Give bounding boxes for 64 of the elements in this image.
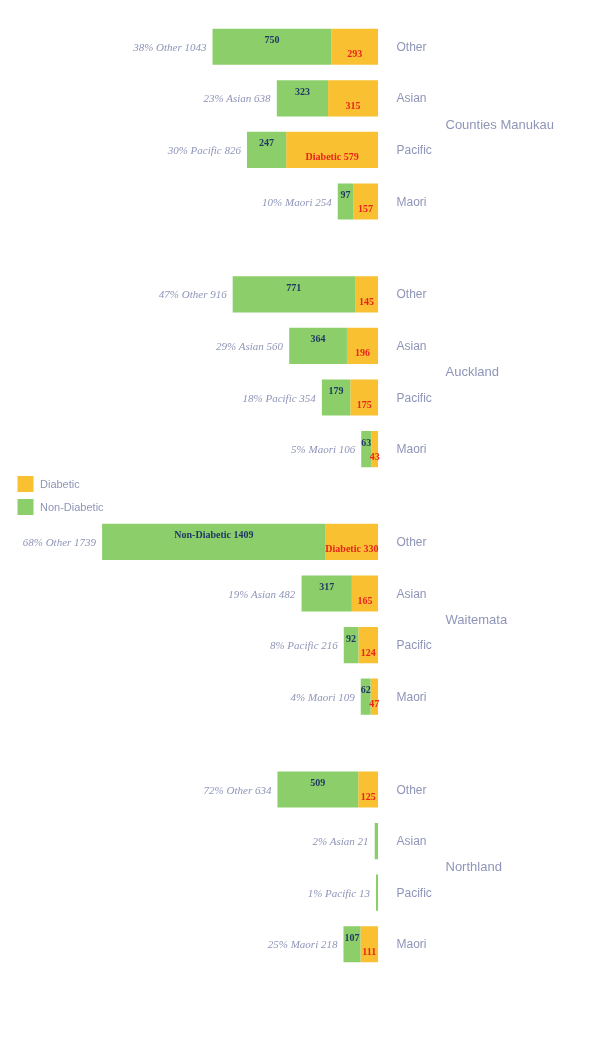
data-label: 111	[362, 945, 377, 957]
y-tick-label: Asian	[396, 91, 427, 106]
total-label: 29% Asian 560	[215, 339, 284, 352]
y-tick-label: Other	[396, 782, 427, 797]
y-tick-label: Pacific	[396, 142, 432, 157]
data-label: Non-Diabetic 1409	[174, 529, 254, 541]
data-label: 179	[328, 385, 344, 396]
legend-label: Non-Diabetic	[40, 500, 104, 513]
data-label: 771	[286, 281, 302, 293]
data-label: 364	[310, 333, 326, 345]
y-tick-label: Pacific	[396, 885, 432, 900]
y-tick-label: Pacific	[396, 638, 432, 653]
y-tick-label: Maori	[396, 937, 427, 952]
total-label: 25% Maori 218	[267, 938, 338, 951]
total-label: 47% Other 916	[158, 288, 228, 301]
total-label: 2% Asian 21	[312, 835, 369, 848]
total-label: 19% Asian 482	[228, 587, 296, 600]
total-label: 4% Maori 109	[290, 690, 356, 703]
data-label: 247	[259, 137, 275, 149]
data-label: 196	[355, 347, 370, 359]
data-label: 62	[360, 684, 371, 696]
data-label: 107	[344, 931, 360, 943]
data-label: 323	[294, 85, 310, 97]
total-label: 30% Pacific 826	[166, 143, 242, 156]
data-label: 175	[356, 399, 372, 410]
total-label: 18% Pacific 354	[242, 391, 317, 404]
data-label: 92	[346, 632, 357, 644]
total-label: 8% Pacific 216	[269, 639, 339, 652]
total-label: 72% Other 634	[203, 783, 272, 796]
total-label: 1% Pacific 13	[307, 886, 371, 899]
y-tick-label: Pacific	[396, 390, 432, 405]
y-tick-label: Asian	[396, 834, 427, 849]
data-label: 63	[361, 436, 372, 448]
y-tick-label: Other	[396, 39, 427, 54]
data-label: Diabetic 330	[325, 543, 379, 555]
text: Waitemata	[445, 611, 508, 627]
y-tick-label: Maori	[396, 689, 427, 704]
y-tick-label: Other	[396, 534, 427, 549]
total-label: 5% Maori 106	[291, 443, 356, 456]
data-label: 317	[319, 581, 335, 592]
legend-label: Diabetic	[40, 477, 80, 490]
text: Northland	[445, 859, 502, 875]
y-tick-label: Asian	[396, 338, 427, 353]
data-label: 750	[264, 34, 280, 46]
data-label: 124	[360, 646, 376, 658]
data-label: 157	[358, 203, 374, 214]
total-label: 10% Maori 254	[262, 195, 333, 208]
data-label: 315	[345, 99, 361, 111]
data-label: 145	[359, 295, 375, 307]
y-tick-label: Maori	[396, 442, 427, 457]
data-label: Diabetic 579	[305, 151, 359, 163]
total-label: 38% Other 1043	[132, 40, 208, 53]
text: Auckland	[445, 364, 499, 380]
data-label: 97	[340, 189, 351, 200]
text: Counties Manukau	[445, 116, 554, 132]
y-tick-label: Maori	[396, 194, 427, 209]
y-tick-label: Other	[396, 287, 427, 302]
data-label: 509	[310, 777, 326, 788]
data-label: 165	[357, 595, 373, 606]
total-label: 68% Other 1739	[22, 535, 97, 548]
data-label: 125	[360, 791, 376, 802]
total-label: 23% Asian 638	[203, 92, 272, 105]
data-label: 293	[347, 48, 363, 60]
y-tick-label: Asian	[396, 586, 427, 601]
